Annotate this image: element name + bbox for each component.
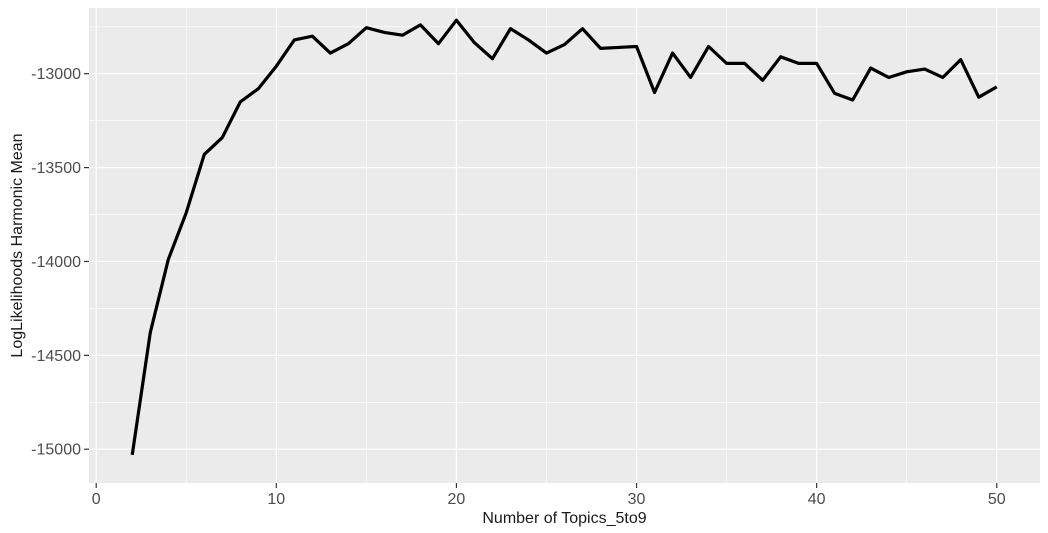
y-tick-label: -15000	[31, 442, 81, 459]
x-axis-title: Number of Topics_5to9	[482, 510, 646, 527]
plot-panel	[89, 8, 1040, 483]
series-layer	[130, 18, 998, 456]
x-tick-label: 20	[448, 491, 466, 508]
y-tick-label: -13000	[31, 66, 81, 83]
y-tick-label: -14000	[31, 254, 81, 271]
x-tick-label: 30	[628, 491, 646, 508]
y-tick-label: -13500	[31, 160, 81, 177]
x-tick-label: 40	[808, 491, 826, 508]
y-axis-title: LogLikelihoods Harmonic Mean	[9, 133, 26, 357]
y-axis: -15000 -14500 -14000 -13500 -13000	[31, 66, 89, 459]
x-tick-label: 10	[267, 491, 285, 508]
y-tick-label: -14500	[31, 348, 81, 365]
x-tick-label: 0	[92, 491, 101, 508]
major-gridlines	[89, 8, 1040, 483]
minor-gridlines	[89, 8, 1040, 483]
x-axis: 0 10 20 30 40 50	[92, 483, 1006, 508]
x-tick-label: 50	[988, 491, 1006, 508]
